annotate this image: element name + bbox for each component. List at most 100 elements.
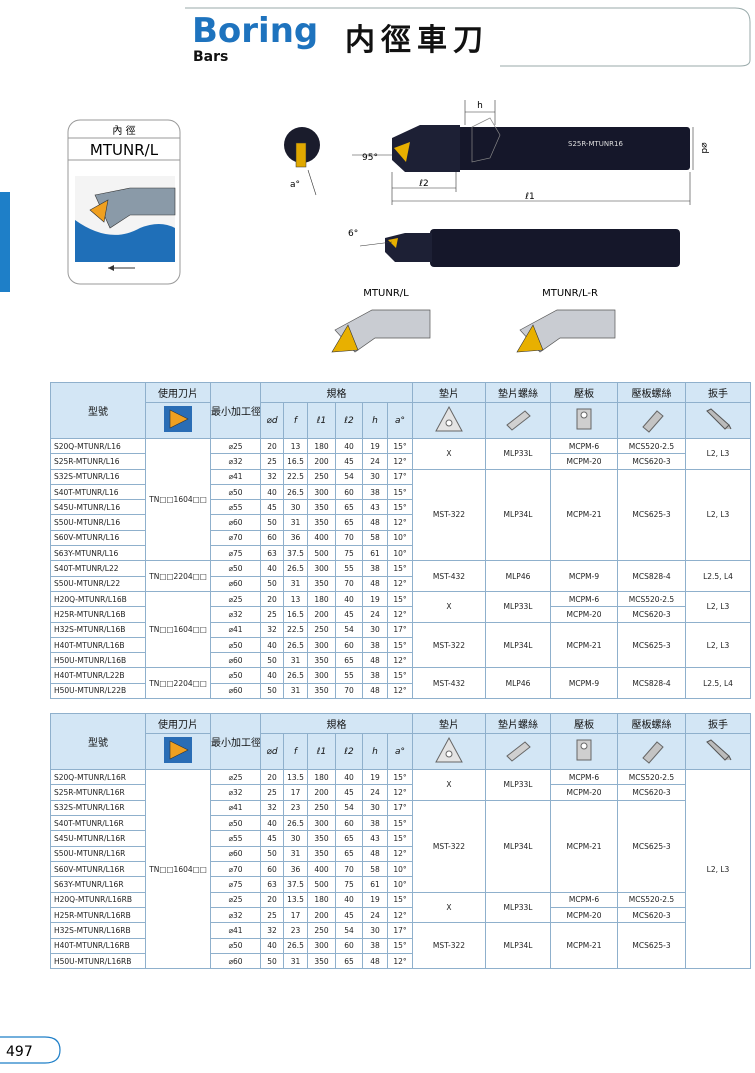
model-cell: S60V-MTUNR/L16 — [50, 529, 146, 547]
spec-cell: 50 — [260, 682, 284, 700]
spec-cell: ⌀41 — [210, 468, 261, 485]
insert-icon — [164, 737, 192, 763]
clamp-screw-cell: MCS520-2.5 — [617, 891, 686, 909]
spec-cell: 15° — [387, 560, 413, 577]
side-tab — [0, 192, 10, 292]
screw-icon — [641, 741, 664, 764]
spec-cell: 50 — [260, 953, 284, 970]
spec-cell: 350 — [307, 953, 336, 970]
data-row: H40T-MTUNR/L22B TN□□2204□□ ⌀50 40 26.5 300 55 3… — [50, 667, 751, 700]
spec-cell: ⌀50 — [210, 667, 261, 684]
header-row: ⌀d f ℓ1 ℓ2 h a° — [51, 402, 751, 439]
data-row: S40T-MTUNR/L16R ⌀50 40 26.5 300 60 38 15° — [50, 815, 751, 832]
spec-cell: 43 — [362, 830, 388, 847]
clamp-screw-cell: MCS625-3 — [617, 922, 686, 970]
clamp-cell: MCPM-21 — [550, 799, 618, 893]
spec-cell: 50 — [260, 514, 284, 531]
spec-cell: 40 — [335, 590, 363, 608]
icon-shape — [641, 741, 664, 764]
model-cell: H40T-MTUNR/L22B — [50, 667, 146, 684]
spec-cell: 31 — [283, 845, 308, 863]
spec-cell: 19 — [362, 437, 388, 455]
dim-l2: ℓ2 — [418, 179, 428, 189]
shim-cell: X — [412, 891, 486, 924]
spec-header: ⌀d — [260, 733, 284, 770]
spec-cell: 350 — [307, 575, 336, 592]
spec-cell: 25 — [260, 907, 284, 924]
spec-cell: 25 — [260, 606, 284, 623]
wrench-icon — [706, 739, 732, 761]
spec-cell: 17° — [387, 621, 413, 638]
spec-cell: 37.5 — [283, 876, 308, 893]
model-cell: S63Y-MTUNR/L16 — [50, 545, 146, 562]
spec-header: a° — [387, 402, 413, 439]
flat-outline — [471, 117, 501, 163]
spec-cell: 30 — [362, 922, 388, 939]
spec-cell: 16.5 — [283, 606, 308, 623]
spec-cell: 250 — [307, 922, 336, 939]
spec-cell: ⌀25 — [210, 768, 261, 786]
model-cell: H40T-MTUNR/L16B — [50, 636, 146, 654]
spec-cell: 63 — [260, 545, 284, 562]
spec-cell: 50 — [260, 575, 284, 592]
wrench-cell: L2.5, L4 — [685, 667, 751, 700]
clamp-cell: MCPM-21 — [550, 468, 618, 562]
wrench-cell: L2, L3 — [685, 468, 751, 562]
icon-shape — [169, 740, 189, 760]
data-row: H25R-MTUNR/L16B ⌀32 25 16.5 200 45 24 12° MCPM-2… — [50, 606, 751, 623]
icon-cell — [145, 733, 211, 770]
header-cell: 壓板螺絲 — [617, 713, 686, 734]
spec-cell: ⌀32 — [210, 907, 261, 924]
spec-cell: 40 — [260, 636, 284, 654]
clamp-screw-cell: MCS625-3 — [617, 468, 686, 562]
wrench-cell: L2, L3 — [685, 438, 751, 470]
shim-icon — [435, 736, 463, 763]
spec-cell: 22.5 — [283, 468, 308, 485]
spec-cell: 65 — [335, 652, 363, 669]
shim-cell: MST-322 — [412, 799, 486, 893]
shim-screw-cell: MLP33L — [485, 590, 551, 623]
header-cell: 扳手 — [685, 713, 751, 734]
spec-cell: 36 — [283, 861, 308, 878]
icon-cell — [617, 733, 686, 770]
shim-screw-cell: MLP34L — [485, 468, 551, 562]
spec-cell: 15° — [387, 937, 413, 955]
wrench-icon — [706, 408, 732, 430]
header-cell: 壓板 — [550, 713, 618, 734]
spec-cell: 40 — [260, 815, 284, 832]
side-model: MTUNR/L — [90, 141, 159, 159]
icon-cell — [685, 402, 751, 439]
spec-cell: 45 — [335, 606, 363, 623]
data-row: S20Q-MTUNR/L16 TN□□1604□□ ⌀25 20 13 180 40 19 15… — [50, 437, 751, 562]
clamp-screw-cell: MCS520-2.5 — [617, 590, 686, 608]
spec-cell: 15° — [387, 483, 413, 501]
icon-cell — [485, 402, 551, 439]
spec-cell: 31 — [283, 953, 308, 970]
header-frame — [185, 7, 751, 67]
model-cell: S50U-MTUNR/L22 — [50, 575, 146, 592]
shim-screw-cell: MLP33L — [485, 891, 551, 924]
header-row: 型號 使用刀片 最小加工徑 規格 墊片 墊片螺絲 壓板 壓板螺絲 扳手 — [50, 713, 751, 770]
model-cell: S50U-MTUNR/L16R — [50, 845, 146, 863]
spec-cell: 40 — [260, 667, 284, 684]
spec-cell: 65 — [335, 845, 363, 863]
spec-cell: 400 — [307, 861, 336, 878]
model-cell: H32S-MTUNR/L16RB — [50, 922, 146, 939]
spec-cell: 70 — [335, 682, 363, 700]
spec-cell: 38 — [362, 636, 388, 654]
spec-cell: 15° — [387, 768, 413, 786]
spec-cell: 180 — [307, 590, 336, 608]
dim-h: h — [477, 101, 483, 111]
spec-cell: 12° — [387, 907, 413, 924]
spec-cell: 300 — [307, 636, 336, 654]
spec-cell: ⌀50 — [210, 815, 261, 832]
spec-cell: 45 — [335, 907, 363, 924]
icon-cell — [485, 733, 551, 770]
spec-cell: 12° — [387, 682, 413, 700]
spec-cell: 24 — [362, 907, 388, 924]
icon-cell — [145, 402, 211, 439]
spec-cell: 300 — [307, 937, 336, 955]
spec-cell: 40 — [260, 937, 284, 955]
spec-cell: 60 — [335, 483, 363, 501]
spec-cell: 60 — [260, 529, 284, 547]
